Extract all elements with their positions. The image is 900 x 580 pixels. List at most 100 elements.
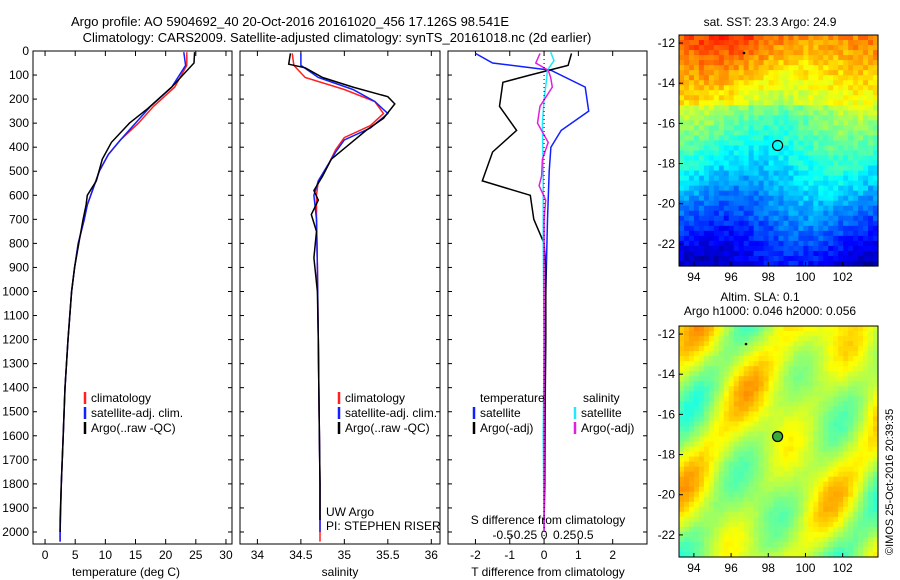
map-cell — [848, 240, 854, 247]
map-cell — [858, 35, 864, 41]
map-cell — [708, 486, 715, 493]
map-cell — [728, 120, 735, 126]
map-cell — [843, 195, 849, 202]
map-cell — [858, 40, 864, 46]
map-cell — [808, 421, 814, 428]
map-cell — [813, 240, 819, 247]
map-cell — [763, 436, 770, 443]
map-cell — [738, 421, 745, 428]
map-cell — [758, 75, 765, 81]
map-cell — [743, 361, 750, 367]
map-cell — [858, 55, 864, 61]
map-cell — [693, 60, 700, 66]
map-cell — [738, 431, 745, 438]
map-cell — [783, 456, 790, 463]
map-cell — [758, 40, 765, 46]
map-cell — [768, 85, 775, 91]
map-cell — [743, 546, 750, 553]
map-cell — [833, 456, 839, 463]
map-cell — [698, 406, 705, 412]
map-cell — [748, 170, 755, 177]
map-cell — [798, 110, 804, 116]
map-cell — [698, 491, 705, 498]
map-cell — [718, 240, 725, 247]
map-cell — [868, 255, 874, 262]
map-cell — [873, 531, 879, 538]
map-cell — [828, 441, 834, 448]
map-cell — [848, 406, 854, 412]
map-cell — [868, 486, 874, 493]
map-cell — [833, 160, 839, 167]
map-cell — [793, 521, 799, 528]
map-cell — [828, 456, 834, 463]
map-cell — [768, 541, 775, 548]
map-cell — [828, 491, 834, 498]
map-cell — [818, 40, 824, 46]
map-cell — [733, 50, 740, 56]
map-cell — [698, 536, 705, 543]
map-cell — [828, 531, 834, 538]
map-cell — [773, 546, 780, 553]
map-cell — [753, 406, 760, 412]
map-cell — [743, 461, 750, 468]
map-cell — [748, 466, 755, 473]
map-cell — [723, 95, 730, 101]
map-cell — [743, 150, 750, 157]
map-cell — [743, 436, 750, 443]
map-cell — [848, 110, 854, 116]
map-cell — [843, 240, 849, 247]
map-cell — [848, 471, 854, 478]
map-cell — [838, 105, 844, 111]
map-cell — [858, 401, 864, 407]
map-cell — [708, 160, 715, 167]
map-cell — [768, 75, 775, 81]
map-cell — [728, 35, 735, 41]
map-cell — [868, 516, 874, 523]
map-cell — [688, 431, 695, 438]
map-cell — [848, 371, 854, 377]
map-cell — [683, 431, 690, 438]
map-cell — [868, 130, 874, 137]
map-cell — [753, 70, 760, 76]
map-cell — [858, 165, 864, 172]
map-cell — [833, 356, 839, 362]
map-cell — [758, 220, 765, 227]
map-cell — [788, 40, 795, 46]
map-cell — [853, 476, 859, 483]
temperature-plot-frame — [32, 50, 233, 545]
map-cell — [728, 426, 735, 433]
map-cell — [703, 130, 710, 137]
map-cell — [818, 60, 824, 66]
map-cell — [793, 496, 799, 503]
map-cell — [853, 411, 859, 417]
map-cell — [813, 110, 819, 116]
map-cell — [768, 421, 775, 428]
map-cell — [713, 185, 720, 192]
map-cell — [868, 65, 874, 71]
map-cell — [738, 401, 745, 407]
map-cell — [853, 45, 859, 51]
map-cell — [679, 341, 685, 347]
map-cell — [703, 205, 710, 212]
map-cell — [743, 426, 750, 433]
map-cell — [823, 401, 829, 407]
map-cell — [703, 476, 710, 483]
map-cell — [748, 526, 755, 533]
map-cell — [698, 451, 705, 458]
map-cell — [683, 235, 690, 242]
map-cell — [703, 95, 710, 101]
map-cell — [818, 406, 824, 412]
map-cell — [843, 160, 849, 167]
map-cell — [823, 40, 829, 46]
map-cell — [763, 366, 770, 372]
map-cell — [873, 391, 879, 397]
map-cell — [748, 356, 755, 362]
map-cell — [838, 195, 844, 202]
x-tick-label: 30 — [219, 548, 233, 562]
map-cell — [803, 145, 809, 152]
map-cell — [823, 135, 829, 142]
map-cell — [693, 40, 700, 46]
map-cell — [698, 215, 705, 222]
map-cell — [738, 175, 745, 182]
map-cell — [788, 235, 795, 242]
